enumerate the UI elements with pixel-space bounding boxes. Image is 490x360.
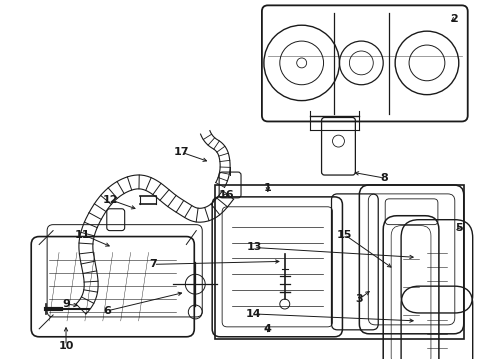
- Text: 13: 13: [246, 243, 262, 252]
- Text: 12: 12: [103, 195, 119, 205]
- Text: 8: 8: [380, 173, 388, 183]
- Text: 11: 11: [75, 230, 91, 239]
- Text: 10: 10: [58, 341, 74, 351]
- Text: 2: 2: [450, 14, 458, 24]
- Text: 1: 1: [264, 183, 272, 193]
- Text: 4: 4: [264, 324, 272, 334]
- Text: 17: 17: [173, 147, 189, 157]
- Text: 9: 9: [62, 299, 70, 309]
- Text: 5: 5: [455, 222, 463, 233]
- Text: 15: 15: [337, 230, 352, 239]
- Bar: [215, 185, 464, 339]
- Text: 14: 14: [246, 309, 262, 319]
- Text: 3: 3: [356, 294, 363, 304]
- Text: 16: 16: [219, 190, 234, 200]
- Text: 6: 6: [103, 306, 111, 316]
- Text: 7: 7: [149, 259, 157, 269]
